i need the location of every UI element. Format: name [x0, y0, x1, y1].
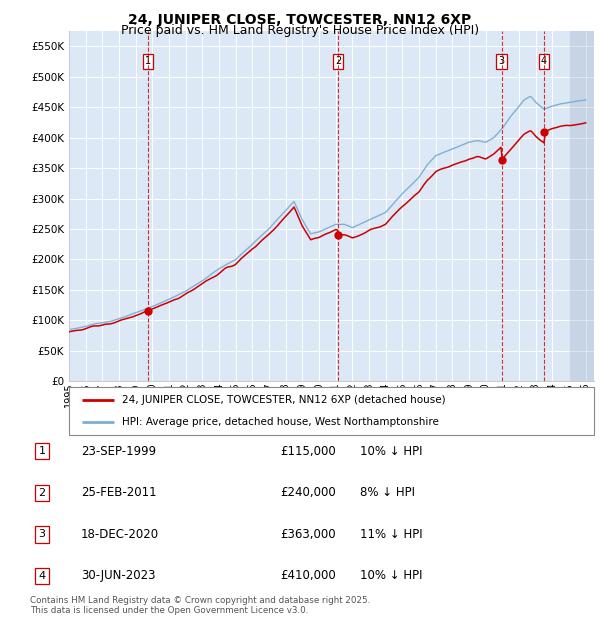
- Text: HPI: Average price, detached house, West Northamptonshire: HPI: Average price, detached house, West…: [121, 417, 439, 427]
- Text: 4: 4: [541, 56, 547, 66]
- FancyBboxPatch shape: [69, 387, 594, 435]
- Text: Contains HM Land Registry data © Crown copyright and database right 2025.
This d: Contains HM Land Registry data © Crown c…: [30, 596, 370, 615]
- Text: 3: 3: [38, 529, 46, 539]
- Text: 25-FEB-2011: 25-FEB-2011: [81, 487, 157, 499]
- Text: 23-SEP-1999: 23-SEP-1999: [81, 445, 156, 458]
- Text: 24, JUNIPER CLOSE, TOWCESTER, NN12 6XP (detached house): 24, JUNIPER CLOSE, TOWCESTER, NN12 6XP (…: [121, 395, 445, 405]
- Text: 2: 2: [38, 488, 46, 498]
- Text: 1: 1: [145, 56, 151, 66]
- Text: 2: 2: [335, 56, 341, 66]
- Text: £410,000: £410,000: [280, 570, 336, 582]
- Text: Price paid vs. HM Land Registry's House Price Index (HPI): Price paid vs. HM Land Registry's House …: [121, 24, 479, 37]
- Bar: [569, 31, 594, 381]
- Text: 30-JUN-2023: 30-JUN-2023: [81, 570, 155, 582]
- Text: 11% ↓ HPI: 11% ↓ HPI: [360, 528, 422, 541]
- Text: 24, JUNIPER CLOSE, TOWCESTER, NN12 6XP: 24, JUNIPER CLOSE, TOWCESTER, NN12 6XP: [128, 13, 472, 27]
- Text: 18-DEC-2020: 18-DEC-2020: [81, 528, 159, 541]
- Text: 8% ↓ HPI: 8% ↓ HPI: [360, 487, 415, 499]
- Text: 4: 4: [38, 571, 46, 581]
- Text: £240,000: £240,000: [280, 487, 336, 499]
- Bar: [569, 31, 594, 381]
- Text: 10% ↓ HPI: 10% ↓ HPI: [360, 570, 422, 582]
- Text: £363,000: £363,000: [280, 528, 336, 541]
- Text: 1: 1: [38, 446, 46, 456]
- Text: 3: 3: [499, 56, 505, 66]
- Text: £115,000: £115,000: [280, 445, 336, 458]
- Text: 10% ↓ HPI: 10% ↓ HPI: [360, 445, 422, 458]
